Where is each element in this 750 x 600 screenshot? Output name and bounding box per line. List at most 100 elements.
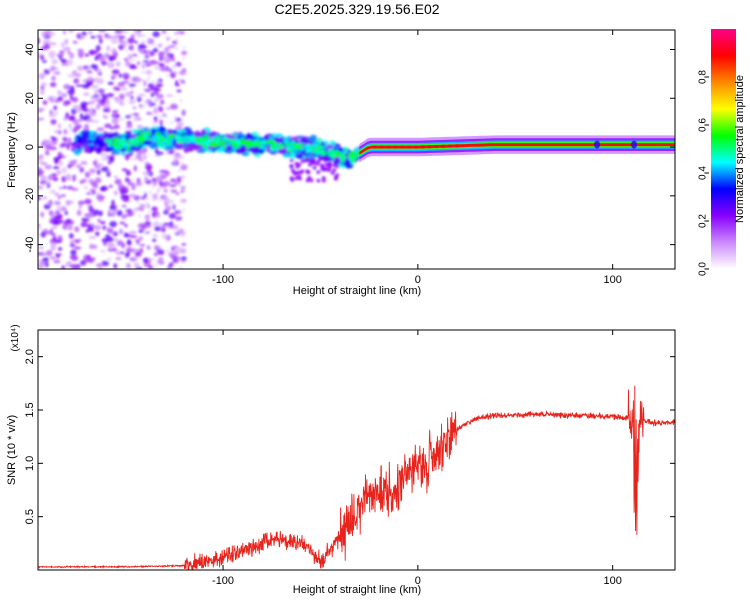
noise-blob: [153, 43, 157, 47]
noise-blob: [38, 73, 44, 80]
noise-blob: [148, 230, 152, 233]
noise-blob: [90, 84, 99, 90]
band-blob: [73, 148, 81, 156]
noise-blob: [97, 72, 103, 76]
noise-blob: [87, 30, 93, 35]
spectrogram-x-label: Height of straight line (km): [293, 285, 421, 297]
noise-blob: [135, 266, 143, 269]
tail-blob: [315, 162, 320, 166]
noise-blob: [89, 111, 97, 117]
noise-blob: [74, 246, 82, 250]
noise-blob: [106, 171, 111, 177]
noise-blob: [91, 257, 96, 261]
noise-blob: [159, 181, 163, 188]
noise-blob: [109, 245, 116, 249]
noise-blob: [49, 256, 57, 260]
noise-blob: [138, 49, 144, 53]
colorbar-gradient: [711, 29, 736, 269]
noise-blob: [145, 70, 153, 75]
noise-blob: [39, 89, 45, 95]
noise-blob: [86, 192, 92, 195]
noise-blob: [87, 119, 93, 122]
noise-blob: [62, 185, 66, 189]
tail-blob: [321, 178, 326, 183]
noise-blob: [53, 105, 58, 111]
noise-blob: [162, 222, 171, 226]
noise-blob: [68, 233, 74, 239]
band-core: [107, 141, 112, 147]
noise-blob: [106, 257, 112, 261]
noise-blob: [128, 79, 132, 82]
noise-blob: [165, 170, 170, 177]
noise-blob: [44, 261, 49, 268]
noise-blob: [179, 31, 185, 35]
noise-blob: [82, 178, 87, 183]
noise-blob: [145, 216, 151, 220]
tail-blob: [300, 159, 305, 164]
noise-blob: [157, 198, 161, 202]
noise-blob: [138, 247, 144, 254]
noise-blob: [174, 83, 181, 87]
noise-blob: [126, 265, 132, 269]
snr-axes: -100 0 100 0.5 1.0 1.5 2.0: [24, 330, 675, 587]
noise-blob: [89, 168, 96, 174]
noise-blob: [175, 71, 179, 75]
noise-blob: [159, 169, 168, 173]
noise-blob: [139, 195, 143, 198]
spectrogram-y-tick-label: 0: [24, 144, 36, 150]
noise-blob: [167, 57, 172, 61]
noise-blob: [84, 53, 89, 57]
noise-blob: [109, 204, 115, 211]
noise-blob: [108, 55, 115, 62]
noise-blob: [152, 233, 158, 238]
noise-blob: [44, 150, 50, 156]
noise-blob: [57, 195, 61, 200]
snr-panel: -100 0 100 0.5 1.0 1.5 2.0 (x10⁴) Height of st…: [6, 324, 676, 596]
noise-blob: [38, 246, 45, 250]
noise-blob: [58, 186, 63, 190]
noise-blob: [128, 44, 134, 51]
noise-blob: [173, 154, 181, 159]
noise-blob: [154, 225, 162, 232]
noise-blob: [42, 39, 51, 46]
noise-blob: [130, 157, 134, 161]
band-core: [253, 143, 261, 147]
snr-y-label: SNR (10 * v/v): [6, 415, 18, 485]
noise-blob: [111, 199, 115, 206]
noise-blob: [57, 123, 62, 130]
noise-blob: [96, 34, 103, 39]
noise-blob: [142, 34, 146, 38]
noise-blob: [138, 236, 144, 242]
band-core: [230, 141, 236, 144]
noise-blob: [171, 245, 179, 249]
band-blob: [224, 148, 234, 154]
noise-blob: [133, 262, 140, 268]
band-core: [167, 135, 174, 140]
band-node: [631, 140, 638, 149]
noise-blob: [160, 68, 168, 72]
noise-blob: [70, 85, 75, 92]
band-bead: [420, 145, 425, 149]
noise-blob: [63, 116, 67, 122]
noise-blob: [75, 84, 84, 87]
noise-blob: [127, 53, 131, 56]
tail-blob: [322, 157, 327, 161]
colorbar-tick-label: 0.0: [698, 262, 709, 276]
noise-blob: [145, 164, 153, 171]
noise-blob: [148, 191, 152, 194]
snr-plot-area: [38, 385, 675, 570]
noise-blob: [113, 124, 120, 130]
noise-blob: [73, 126, 80, 132]
noise-blob: [130, 76, 134, 80]
noise-blob: [123, 190, 129, 194]
noise-blob: [77, 200, 86, 205]
noise-blob: [147, 51, 151, 55]
snr-x-tick-label: 0: [415, 575, 421, 587]
tail-blob: [312, 165, 317, 170]
noise-blob: [71, 108, 77, 115]
noise-blob: [133, 249, 137, 253]
band-core: [305, 148, 312, 153]
noise-blob: [50, 65, 55, 72]
noise-blob: [150, 194, 154, 197]
snr-scale-label: (x10⁴): [10, 324, 21, 351]
